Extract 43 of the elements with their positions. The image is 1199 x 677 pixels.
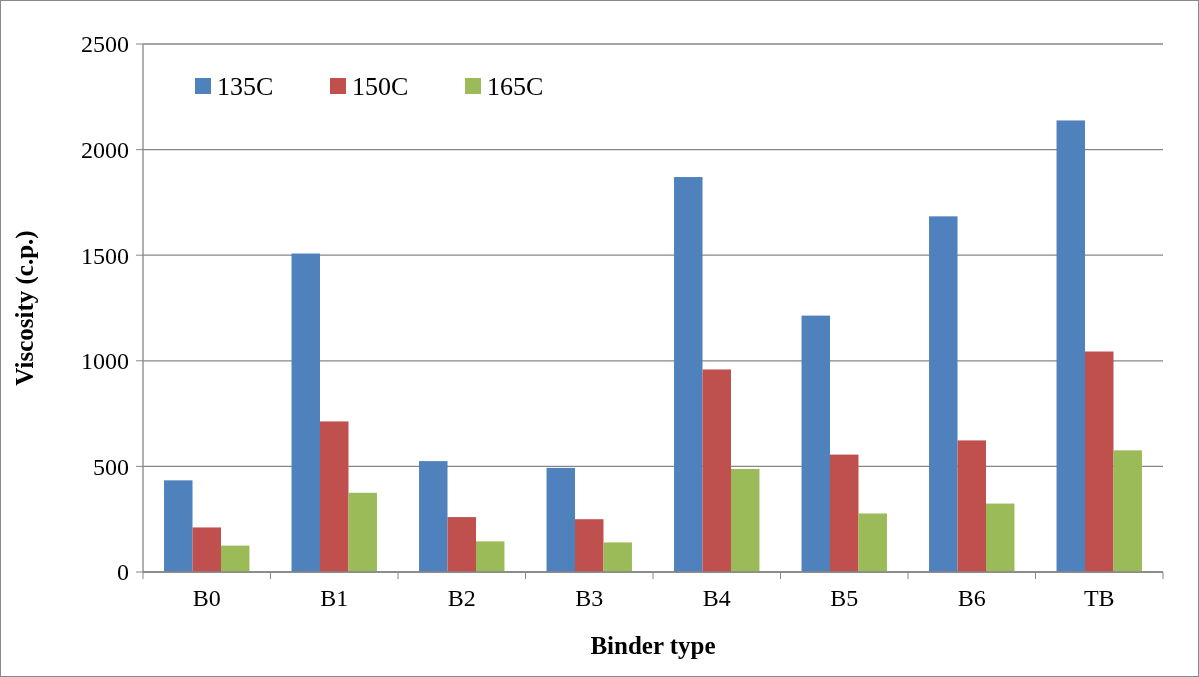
bar (320, 421, 349, 572)
bar (702, 369, 731, 572)
x-tick-label: B0 (192, 585, 221, 611)
y-tick-label: 1500 (81, 242, 129, 269)
x-tick-label: B2 (447, 585, 476, 611)
bar (546, 467, 576, 572)
bar (220, 545, 250, 572)
bar (1113, 450, 1142, 572)
x-tick-label: B1 (320, 585, 349, 611)
bar (1085, 351, 1114, 572)
y-tick-label: 2000 (81, 137, 129, 163)
y-tick-label: 2500 (81, 31, 129, 58)
bar (603, 542, 632, 572)
bar (575, 519, 604, 572)
bar (730, 468, 760, 572)
x-tick-label: B3 (575, 585, 604, 611)
bar (475, 541, 505, 572)
bar (985, 503, 1015, 572)
bar (1056, 120, 1086, 572)
x-tick-label: B6 (957, 585, 986, 611)
legend-label: 135C (217, 72, 274, 102)
x-tick-label: B5 (830, 585, 859, 611)
bar (419, 461, 448, 572)
bar (192, 527, 221, 572)
y-tick-label: 500 (93, 453, 129, 480)
legend-label: 150C (352, 72, 409, 102)
bar (801, 315, 831, 572)
y-axis-title: Viscosity (c.p.) (11, 230, 39, 386)
bar (957, 440, 986, 572)
bar (164, 480, 193, 572)
bar (674, 177, 703, 572)
x-axis-title: Binder type (590, 632, 716, 659)
bar (830, 454, 859, 572)
bar (858, 513, 887, 572)
bar (929, 216, 958, 572)
y-tick-label: 0 (117, 559, 129, 586)
bar (447, 517, 476, 572)
y-tick-label: 1000 (81, 348, 129, 375)
legend-label: 165C (487, 72, 544, 102)
bar (348, 492, 377, 572)
bar (291, 253, 321, 572)
x-tick-label: TB (1083, 585, 1115, 611)
x-tick-label: B4 (702, 585, 731, 611)
